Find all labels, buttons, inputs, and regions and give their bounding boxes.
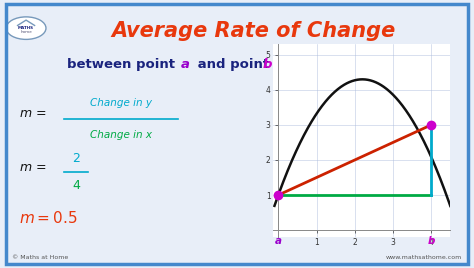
Text: MATHS: MATHS — [18, 26, 34, 29]
Text: and point: and point — [193, 58, 274, 71]
Text: www.mathsathome.com: www.mathsathome.com — [386, 255, 462, 260]
Text: 2: 2 — [72, 152, 80, 165]
Text: Change in x: Change in x — [90, 130, 152, 140]
Text: $m\,=$: $m\,=$ — [19, 161, 47, 174]
Circle shape — [6, 17, 46, 39]
Text: © Maths at Home: © Maths at Home — [12, 255, 68, 260]
Text: Average Rate of Change: Average Rate of Change — [111, 21, 396, 41]
Text: $m = 0.5$: $m = 0.5$ — [19, 210, 77, 226]
Text: between point: between point — [66, 58, 179, 71]
Text: b: b — [428, 236, 435, 247]
Text: 4: 4 — [72, 179, 80, 192]
Text: a: a — [275, 236, 282, 247]
Text: b: b — [263, 58, 273, 71]
Text: $m\,=$: $m\,=$ — [19, 107, 47, 120]
Text: home: home — [20, 30, 32, 34]
Text: Change in y: Change in y — [90, 98, 152, 108]
Text: a: a — [181, 58, 190, 71]
